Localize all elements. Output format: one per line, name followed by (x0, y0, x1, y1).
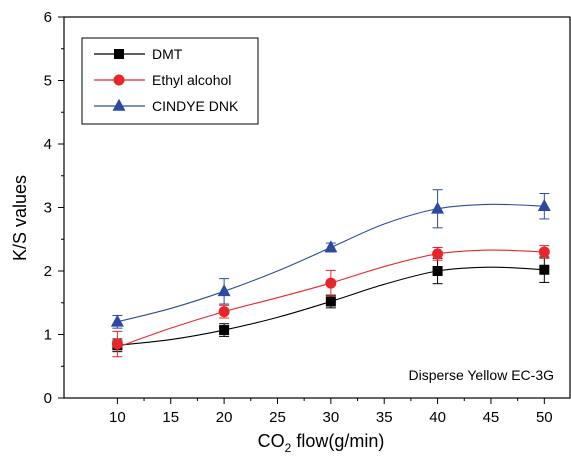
y-tick-label: 4 (44, 136, 52, 153)
y-tick-label: 0 (44, 390, 52, 407)
x-tick-label: 15 (162, 409, 179, 426)
legend-item: CINDYE DNK (94, 98, 239, 114)
data-point (219, 325, 230, 336)
legend-label: Ethyl alcohol (152, 72, 231, 88)
series-layer (110, 189, 551, 358)
x-tick-label: 10 (109, 409, 126, 426)
y-tick-label: 5 (44, 73, 52, 90)
legend-item: DMT (94, 46, 183, 62)
y-axis-label: K/S values (10, 175, 30, 261)
y-tick-label: 2 (44, 263, 52, 280)
legend: DMT Ethyl alcohol CINDYE DNK (81, 37, 259, 125)
legend-marker (113, 74, 125, 86)
x-tick-label: 20 (216, 409, 233, 426)
x-tick-label: 50 (536, 409, 553, 426)
series-cindye-dnk (110, 189, 551, 329)
x-tick-label: 25 (269, 409, 286, 426)
legend-label: DMT (152, 46, 183, 62)
data-point (432, 248, 444, 260)
x-tick-label: 35 (376, 409, 393, 426)
data-point (111, 338, 123, 350)
data-point (538, 246, 550, 258)
y-tick-label: 1 (44, 327, 52, 344)
x-axis-label: CO2 flow(g/min) (258, 431, 385, 455)
data-point (217, 284, 231, 297)
data-point (110, 314, 124, 327)
data-point (431, 201, 445, 214)
series-ethyl-alcohol (111, 245, 550, 358)
x-tick-label: 40 (429, 409, 446, 426)
x-axis-label-prefix: CO (258, 431, 285, 451)
data-point (325, 277, 337, 289)
legend-label: CINDYE DNK (152, 98, 239, 114)
legend-marker (114, 49, 124, 59)
legend-marker (112, 98, 126, 111)
data-point (324, 240, 338, 253)
legend-box (81, 37, 259, 125)
chart-annotation: Disperse Yellow EC-3G (408, 367, 554, 383)
data-point (537, 199, 551, 212)
x-axis-label-subscript: 2 (285, 441, 292, 455)
data-point (325, 296, 336, 307)
y-tick-label: 6 (44, 9, 52, 26)
x-tick-label: 30 (322, 409, 339, 426)
data-point (218, 306, 230, 318)
data-point (432, 266, 443, 276)
legend-item: Ethyl alcohol (94, 72, 231, 88)
x-tick-label: 45 (483, 409, 500, 426)
x-axis-label-suffix: flow(g/min) (291, 431, 384, 451)
y-tick-label: 3 (44, 200, 52, 217)
data-point (539, 264, 550, 275)
